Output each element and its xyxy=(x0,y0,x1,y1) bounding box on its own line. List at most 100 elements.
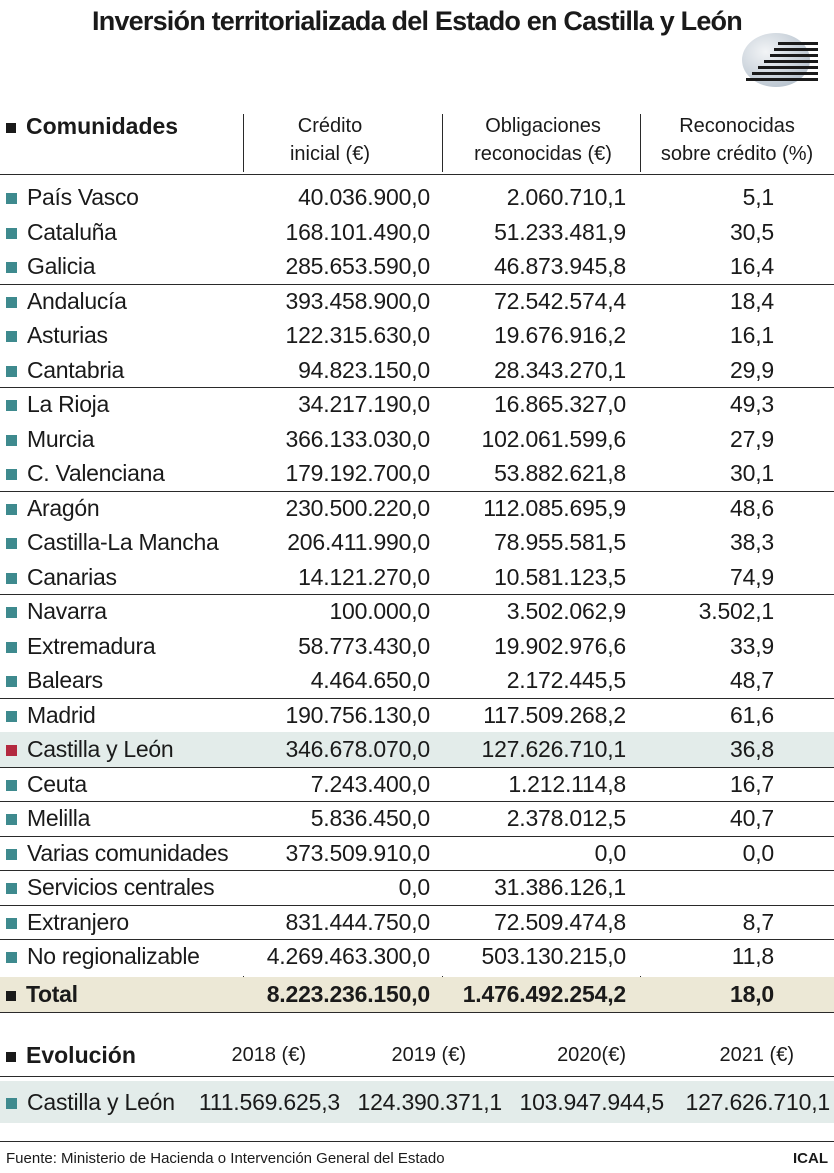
row-name: País Vasco xyxy=(6,180,139,215)
evolution-row-label: Castilla y León xyxy=(6,1081,175,1123)
cell-credito: 190.756.130,0 xyxy=(285,701,431,728)
row-name: La Rioja xyxy=(6,387,109,422)
header-separator xyxy=(640,114,641,172)
cell-credito: 122.315.630,0 xyxy=(285,322,431,348)
bullet-icon xyxy=(6,641,17,653)
cell-oblig: 3.502.062,9 xyxy=(506,598,627,624)
group-separator xyxy=(0,284,834,285)
evolution-value: 103.947.944,5 xyxy=(519,1089,665,1115)
bullet-icon xyxy=(6,710,17,722)
cell-oblig: 1.212.114,8 xyxy=(508,770,626,797)
cell-pct: 48,7 xyxy=(730,667,774,693)
row-name: Ceuta xyxy=(6,767,87,802)
cell-oblig: 19.902.976,6 xyxy=(494,632,626,659)
cell-oblig: 72.542.574,4 xyxy=(494,287,626,314)
row-name: Varias comunidades xyxy=(6,836,229,871)
table-row: Castilla-La Mancha 206.411.990,0 78.955.58… xyxy=(0,525,834,560)
row-name: No regionalizable xyxy=(6,939,200,974)
row-name: C. Valenciana xyxy=(6,456,165,491)
cell-oblig: 112.085.695,9 xyxy=(483,494,626,521)
cell-credito: 831.444.750,0 xyxy=(285,908,431,935)
table-row: Andalucía 393.458.900,0 72.542.574,4 18,4 xyxy=(0,284,834,319)
bullet-icon xyxy=(6,122,16,133)
table-row: Canarias 14.121.270,0 10.581.123,5 74,9 xyxy=(0,560,834,595)
bullet-icon xyxy=(6,952,17,964)
cell-credito: 34.217.190,0 xyxy=(298,391,430,417)
table-row: Navarra 100.000,0 3.502.062,9 3.502,1 xyxy=(0,594,834,629)
table-row: La Rioja 34.217.190,0 16.865.327,0 49,3 xyxy=(0,387,834,422)
bullet-icon xyxy=(6,917,17,929)
bullet-icon xyxy=(6,848,17,860)
cell-credito: 230.500.220,0 xyxy=(285,494,431,521)
cell-pct: 3.502,1 xyxy=(698,598,775,624)
cell-pct: 18,4 xyxy=(730,287,774,314)
cell-pct: 29,9 xyxy=(730,356,774,383)
cell-credito: 5.836.450,0 xyxy=(310,805,431,831)
cell-credito: 40.036.900,0 xyxy=(298,184,430,210)
row-name: Andalucía xyxy=(6,284,127,319)
row-name: Extranjero xyxy=(6,905,129,940)
cell-oblig: 2.060.710,1 xyxy=(506,184,627,210)
cell-pct: 8,7 xyxy=(742,908,775,935)
bullet-icon xyxy=(6,296,17,308)
evolution-year: 2018 (€) xyxy=(231,1044,307,1066)
cell-pct: 16,1 xyxy=(730,322,774,348)
cell-credito: 4.269.463.300,0 xyxy=(266,943,430,969)
bullet-icon xyxy=(6,469,17,481)
cell-pct: 11,8 xyxy=(731,943,774,969)
cell-pct: 27,9 xyxy=(730,425,774,452)
row-name: Canarias xyxy=(6,560,117,595)
cell-oblig: 117.509.268,2 xyxy=(483,701,626,728)
group-separator xyxy=(0,698,834,699)
bullet-icon xyxy=(6,227,17,239)
table-row: C. Valenciana 179.192.700,0 53.882.621,8 30… xyxy=(0,456,834,491)
bullet-icon xyxy=(6,434,17,446)
bullet-icon xyxy=(6,1051,16,1062)
cell-pct: 5,1 xyxy=(742,184,775,210)
group-separator xyxy=(0,387,834,388)
row-name: Melilla xyxy=(6,801,90,836)
bullet-icon xyxy=(6,193,17,205)
bullet-icon xyxy=(6,262,17,274)
row-name: Servicios centrales xyxy=(6,870,215,905)
row-name: Cantabria xyxy=(6,353,124,388)
row-name: Cataluña xyxy=(6,215,117,250)
group-separator xyxy=(0,939,834,940)
cell-credito: 179.192.700,0 xyxy=(285,460,431,486)
evolution-row: Castilla y León 111.569.625,3 124.390.37… xyxy=(0,1081,834,1123)
cell-oblig: 51.233.481,9 xyxy=(494,218,626,245)
cell-oblig: 1.476.492.254,2 xyxy=(462,981,626,1007)
cell-oblig: 46.873.945,8 xyxy=(494,253,626,279)
bullet-icon xyxy=(6,607,17,619)
table-row: Balears 4.464.650,0 2.172.445,5 48,7 xyxy=(0,663,834,698)
table-row: Varias comunidades 373.509.910,0 0,0 0,0 xyxy=(0,836,834,871)
cell-pct: 30,5 xyxy=(730,218,774,245)
table-row: Cantabria 94.823.150,0 28.343.270,1 29,9 xyxy=(0,353,834,388)
bullet-icon xyxy=(6,572,17,584)
cell-oblig: 2.378.012,5 xyxy=(506,805,627,831)
column-header-porcentaje: Reconocidas sobre crédito (%) xyxy=(660,115,814,165)
cell-credito: 58.773.430,0 xyxy=(298,632,430,659)
bullet-icon xyxy=(6,538,17,550)
bullet-icon xyxy=(6,331,17,343)
bullet-icon xyxy=(6,1098,17,1110)
group-separator xyxy=(0,905,834,906)
header-separator xyxy=(442,114,443,172)
cell-oblig: 10.581.123,5 xyxy=(494,563,626,590)
cell-credito: 0,0 xyxy=(398,874,431,900)
header-rule xyxy=(0,174,834,175)
cell-pct: 49,3 xyxy=(730,391,774,417)
cell-pct: 33,9 xyxy=(730,632,774,659)
footer-rule xyxy=(0,1141,834,1142)
cell-credito: 285.653.590,0 xyxy=(285,253,431,279)
evolution-value: 127.626.710,1 xyxy=(685,1089,831,1115)
group-separator xyxy=(0,870,834,871)
bullet-icon xyxy=(6,400,17,412)
cell-oblig: 503.130.215,0 xyxy=(481,943,627,969)
cell-pct: 74,9 xyxy=(730,563,774,590)
table-row: Melilla 5.836.450,0 2.378.012,5 40,7 xyxy=(0,801,834,836)
bullet-icon xyxy=(6,676,17,688)
table-row: Cataluña 168.101.490,0 51.233.481,9 30,5 xyxy=(0,215,834,250)
cell-credito: 94.823.150,0 xyxy=(298,356,430,383)
cell-oblig: 53.882.621,8 xyxy=(494,460,626,486)
